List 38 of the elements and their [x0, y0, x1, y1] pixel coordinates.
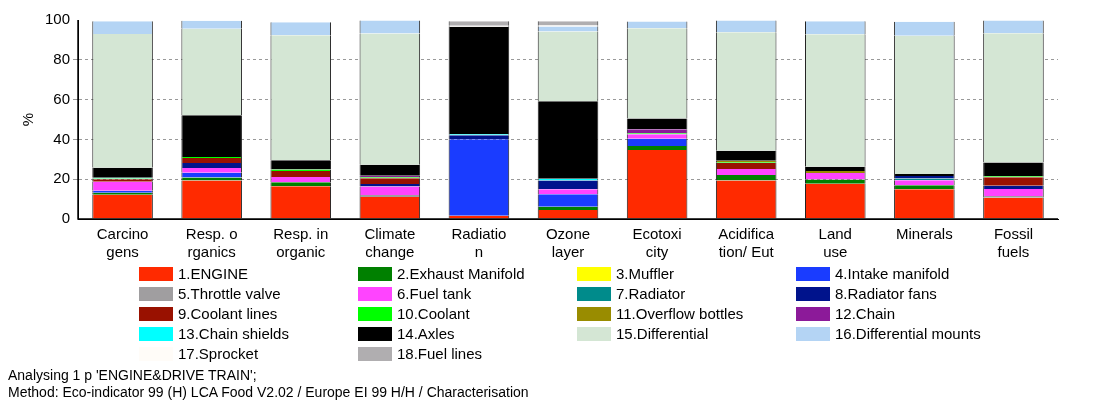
y-tick-label: 0	[61, 209, 71, 227]
y-tick-label: 100	[45, 10, 71, 28]
text: Analysing 1 p 'ENGINE&DRIVE TRAIN';	[8, 367, 258, 384]
x-tick-label: Ozone layer	[545, 225, 591, 261]
x-tick-label: Acidifica tion/ Eut	[718, 225, 775, 261]
legend-label: 1.ENGINE	[178, 265, 249, 282]
legend-label: 8.Radiator fans	[835, 285, 937, 302]
y-tick-label: 40	[53, 129, 71, 147]
text: Method: Eco-indicator 99 (H) LCA Food V2.02 / Europe EI 99 H/H / Characterisation	[8, 384, 530, 401]
x-tick-label: Land use	[818, 225, 852, 261]
x-tick-label: Radiatio n	[451, 225, 507, 261]
x-tick-label: Resp. in organic	[273, 225, 329, 261]
y-tick-label: 20	[53, 169, 71, 187]
y-tick-label: 60	[53, 89, 71, 107]
legend-label: 5.Throttle valve	[178, 285, 281, 302]
legend-label: 14.Axles	[397, 325, 455, 342]
x-tick-label: Minerals	[896, 225, 953, 243]
y-axis-title: %	[19, 112, 37, 127]
legend-label: 6.Fuel tank	[397, 285, 472, 302]
legend-label: 2.Exhaust Manifold	[397, 265, 525, 282]
x-tick-label: Ecotoxi city	[632, 225, 682, 261]
legend-label: 17.Sprocket	[178, 345, 259, 362]
legend-label: 4.Intake manifold	[835, 265, 950, 282]
x-tick-label: Climate change	[364, 225, 416, 261]
legend-label: 16.Differential mounts	[835, 325, 981, 342]
legend-label: 15.Differential	[616, 325, 709, 342]
legend-label: 11.Overflow bottles	[616, 305, 744, 322]
legend-label: 13.Chain shields	[178, 325, 289, 342]
legend-label: 9.Coolant lines	[178, 305, 278, 322]
legend-label: 3.Muffler	[616, 265, 675, 282]
legend-label: 7.Radiator	[616, 285, 686, 302]
x-tick-label: Resp. o rganics	[185, 225, 238, 261]
x-tick-label: Fossil fuels	[993, 225, 1034, 261]
legend-label: 12.Chain	[835, 305, 896, 322]
x-tick-label: Carcino gens	[96, 225, 149, 261]
legend-label: 18.Fuel lines	[397, 345, 483, 362]
y-tick-label: 80	[53, 49, 71, 67]
legend-label: 10.Coolant	[397, 305, 470, 322]
